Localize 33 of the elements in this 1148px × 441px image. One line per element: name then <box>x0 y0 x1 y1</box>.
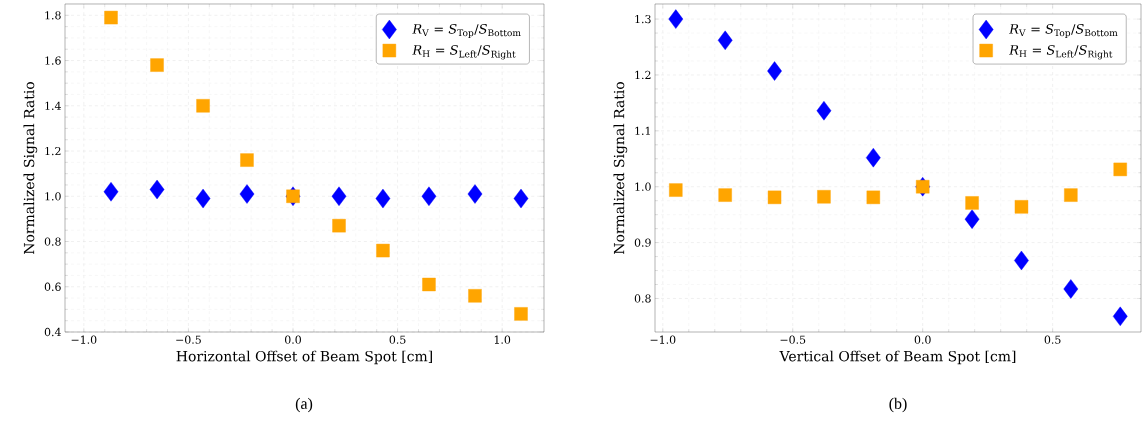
text: (b) <box>889 397 907 413</box>
y-axis-title: Normalized Signal Ratio <box>613 81 628 255</box>
x-tick-label: 0.5 <box>389 335 406 344</box>
y-tick-label: 1.3 <box>635 14 651 24</box>
y-tick-label: 1.1 <box>635 126 650 135</box>
text: (a) <box>295 397 313 413</box>
legend-label: R$_{V}$ = S$_{Top}$/S$_{Bottom}$ <box>1009 23 1118 38</box>
x-axis-title: Vertical Offset of Beam Spot [cm] <box>779 350 1016 365</box>
y-tick-label: 1.0 <box>45 192 61 201</box>
x-axis-title: Horizontal Offset of Beam Spot [cm] <box>176 350 432 365</box>
y-tick-label: 1.2 <box>635 70 651 80</box>
y-tick-label: 0.6 <box>44 282 61 291</box>
x-tick-label: 0.0 <box>285 335 301 344</box>
y-tick-label: 1.2 <box>45 146 61 156</box>
x-tick-label: −1.0 <box>650 335 676 344</box>
legend-label: R$_{H}$ = S$_{Left}$/S$_{Right}$ <box>412 44 516 60</box>
legend-label: R$_{V}$ = S$_{Top}$/S$_{Bottom}$ <box>412 23 521 38</box>
x-tick-label: −0.5 <box>780 335 806 344</box>
y-axis-title: Normalized Signal Ratio <box>23 81 38 255</box>
y-tick-label: 0.8 <box>44 237 61 246</box>
x-tick-label: 0.5 <box>1044 335 1061 344</box>
x-tick-label: 1.0 <box>494 335 511 344</box>
legend-label: R$_{H}$ = S$_{Left}$/S$_{Right}$ <box>1009 44 1113 60</box>
y-tick-label: 1.6 <box>45 56 61 65</box>
y-tick-label: 1.4 <box>45 101 61 110</box>
y-tick-label: 0.9 <box>634 238 651 247</box>
x-tick-label: −0.5 <box>176 335 201 344</box>
y-tick-label: 0.8 <box>634 294 651 303</box>
y-tick-label: 1.0 <box>635 182 651 191</box>
y-tick-label: 0.4 <box>44 327 61 337</box>
y-tick-label: 1.8 <box>45 11 61 20</box>
x-tick-label: −1.0 <box>71 335 97 344</box>
x-tick-label: 0.0 <box>914 335 931 344</box>
